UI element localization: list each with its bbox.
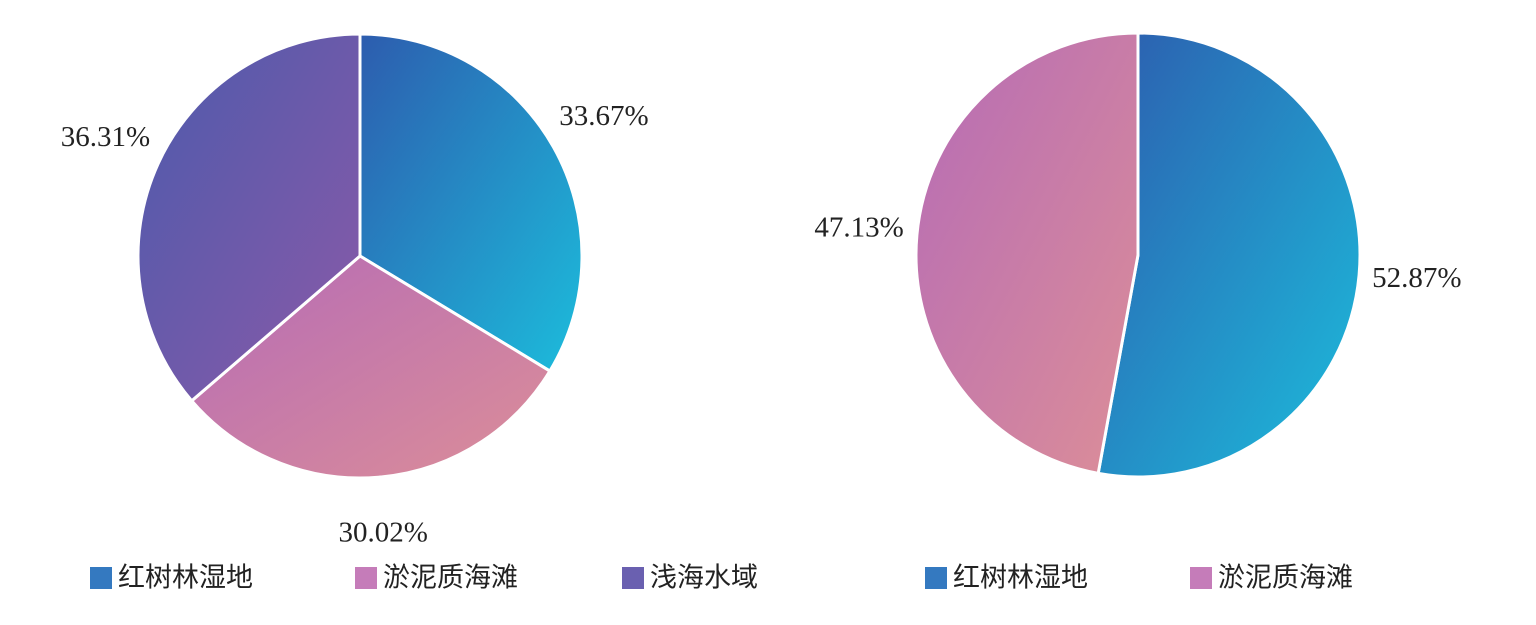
pie-slice: [914, 31, 1140, 476]
legend-swatch: [925, 567, 947, 589]
legend-swatch: [1190, 567, 1212, 589]
data-label: 30.02%: [338, 517, 427, 549]
legend-swatch: [355, 567, 377, 589]
data-label: 47.13%: [814, 211, 903, 243]
legend-label: 浅海水域: [650, 563, 758, 594]
legend-label: 红树林湿地: [953, 563, 1088, 594]
data-label: 36.31%: [61, 121, 150, 153]
pie-slice: [189, 254, 552, 480]
data-label: 33.67%: [559, 100, 648, 132]
data-label: 52.87%: [1372, 262, 1461, 294]
legend-swatch: [90, 567, 112, 589]
legend-label: 红树林湿地: [118, 563, 253, 594]
pie-slice: [358, 32, 584, 374]
pie-slice: [1096, 31, 1362, 479]
legend-swatch: [622, 567, 644, 589]
legend-label: 淤泥质海滩: [1218, 563, 1353, 594]
legend-label: 淤泥质海滩: [383, 563, 518, 594]
pie-slice: [136, 32, 362, 403]
